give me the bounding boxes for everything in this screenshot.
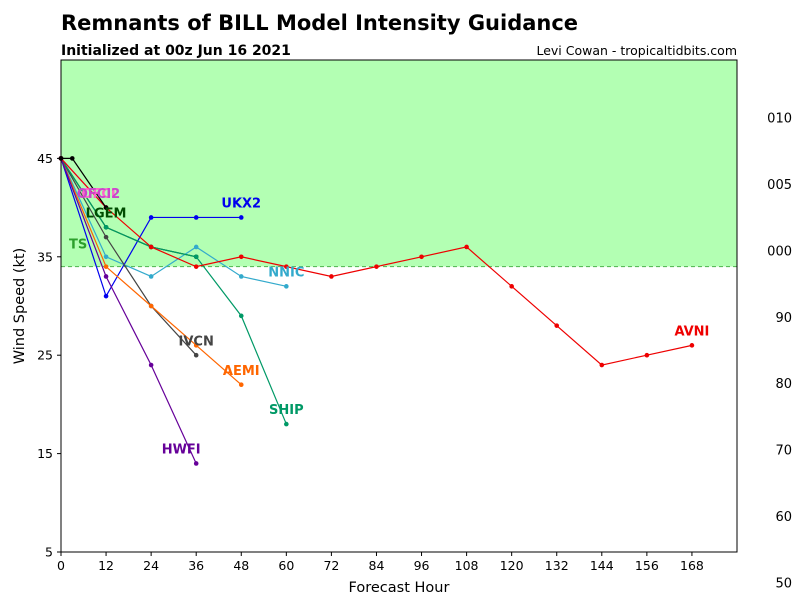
series-point-unlabeled (103, 205, 109, 210)
series-point-hwfi (103, 274, 109, 279)
series-label-ship: SHIP (269, 403, 304, 418)
series-line-ivcn (60, 158, 197, 356)
series-point-avni (329, 274, 334, 279)
series-point-aemi (148, 303, 154, 309)
x-axis-label: Forecast Hour (349, 580, 450, 596)
series-point-hwfi (148, 362, 154, 368)
x-tick-label: 72 (323, 558, 339, 573)
right-tick-label: 50 (775, 577, 792, 592)
series-label-lgem: LGEM (86, 206, 127, 221)
x-tick-label: 120 (500, 558, 524, 573)
series-point-ivcn (103, 234, 109, 240)
series-point-hwfi (193, 461, 199, 466)
series-point-ivcn (193, 352, 199, 358)
y-axis-label: Wind Speed (kt) (12, 248, 28, 365)
series-point-ship (103, 224, 109, 230)
y-tick-label: 15 (37, 446, 53, 461)
series-point-ship (238, 313, 244, 319)
x-tick-label: 24 (143, 558, 159, 573)
series-point-unlabeled (69, 156, 75, 161)
threshold-line: TS (61, 238, 737, 268)
tropical-storm-region (61, 60, 737, 267)
series-point-avni (689, 343, 695, 348)
series-point-ukx2 (148, 215, 154, 220)
chart-subtitle: Initialized at 00z Jun 16 2021 (61, 43, 291, 59)
right-tick-label: 005 (767, 178, 792, 193)
series-point-avni (464, 244, 469, 250)
y-tick-label: 5 (45, 545, 53, 560)
series-label-nnic: NNIC (268, 265, 304, 280)
series-point-ship (193, 254, 199, 260)
right-tick-label: 000 (767, 244, 792, 259)
series-point-nnic (103, 254, 109, 260)
x-tick-label: 84 (369, 558, 385, 573)
series-point-nnic (193, 244, 199, 250)
series-label-hwfi: HWFI (162, 443, 201, 458)
series-point-nnic (284, 284, 289, 289)
series-point-avni (644, 352, 650, 358)
series-label-ukx2: UKX2 (221, 197, 261, 212)
x-tick-label: 12 (98, 558, 114, 573)
below-ts-region (61, 266, 737, 552)
series-point-avni (509, 284, 514, 289)
right-tick-label: 010 (767, 112, 792, 127)
x-tick-label: 156 (635, 558, 659, 573)
series-point-nnic (148, 274, 154, 279)
x-tick-label: 132 (545, 558, 569, 573)
x-tick-label: 144 (590, 558, 614, 573)
series-point-ukx2 (193, 215, 199, 220)
x-tick-label: 60 (278, 558, 294, 573)
series-point-ukx2 (103, 293, 109, 299)
series-point-avni (374, 264, 379, 269)
series-line-hwfi (60, 158, 197, 464)
right-tick-label: 70 (775, 444, 792, 459)
series-point-avni (284, 264, 289, 269)
series-point-aemi (238, 382, 244, 388)
series-point-ukx2 (238, 215, 244, 220)
plot-background (61, 60, 737, 552)
x-axis: 0 12 24 36 48 60 72 84 96 108 120 132 144 156 168 (57, 552, 704, 573)
right-axis: 010 005 000 90 80 70 60 50 (767, 112, 792, 592)
y-tick-label: 25 (37, 348, 53, 363)
series-point-aemi (193, 343, 199, 348)
series-point-avni (148, 244, 154, 250)
series-point-avni (238, 254, 244, 260)
series-label-avni: AVNI (674, 325, 709, 340)
series-line-ship (60, 158, 287, 425)
chart-credit: Levi Cowan - tropicaltidbits.com (536, 43, 737, 58)
series-label-ofci2: OFCI2 (77, 187, 120, 202)
series-point-avni (554, 323, 560, 328)
series-label-aemi: AEMI (223, 364, 260, 379)
x-tick-label: 0 (57, 558, 65, 573)
right-tick-label: 80 (775, 377, 792, 392)
y-axis: 5 15 25 35 45 (37, 151, 61, 560)
series-label-ivcn: IVCN (179, 334, 214, 349)
y-tick-label: 35 (37, 249, 53, 264)
x-tick-label: 96 (414, 558, 430, 573)
ts-threshold-label: TS (69, 238, 87, 253)
x-tick-label: 168 (680, 558, 704, 573)
x-tick-label: 36 (188, 558, 204, 573)
series-point-ship (284, 421, 289, 427)
series-line-nnic (60, 158, 287, 287)
plot-frame (60, 59, 738, 553)
right-tick-label: 90 (775, 311, 792, 326)
series-point-avni (599, 362, 605, 368)
series-point-aemi (103, 264, 109, 269)
right-tick-label: 60 (775, 510, 792, 525)
y-tick-label: 45 (37, 151, 53, 166)
x-tick-label: 108 (455, 558, 479, 573)
series-point-avni (193, 264, 199, 269)
series-point-avni (419, 254, 424, 260)
x-tick-label: 48 (233, 558, 249, 573)
series-point-nnic (238, 274, 244, 279)
chart-title: Remnants of BILL Model Intensity Guidanc… (61, 11, 578, 35)
series-label-ofci: OFCI (81, 187, 115, 202)
